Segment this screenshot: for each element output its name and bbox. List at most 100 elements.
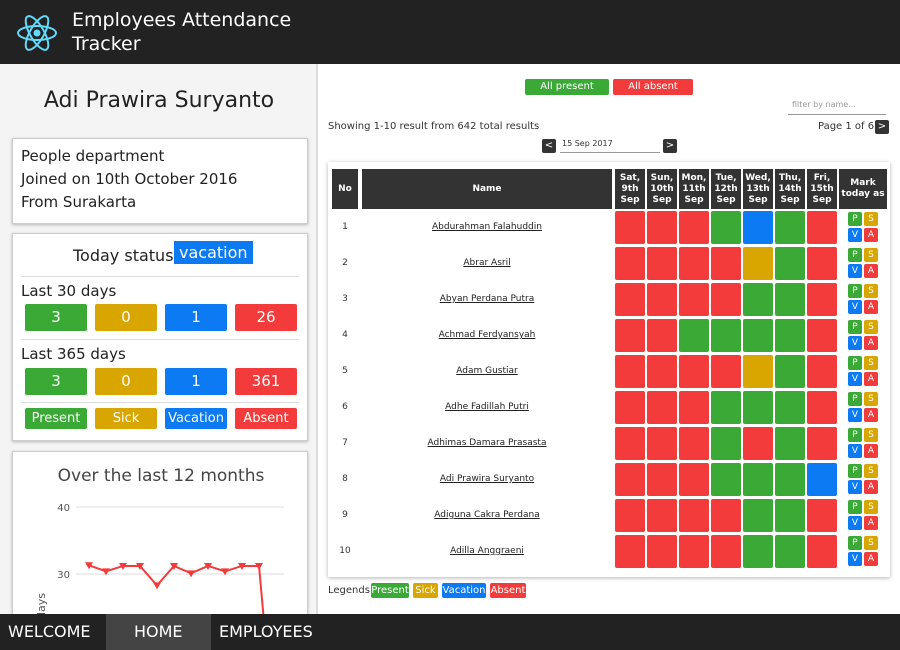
nav-item[interactable]: EMPLOYEES (219, 622, 313, 641)
mark-button[interactable]: P (848, 248, 862, 262)
mark-button[interactable]: P (848, 428, 862, 442)
legend-item: Sick (413, 583, 438, 598)
mark-button[interactable]: P (848, 464, 862, 478)
summary-label: Last 30 days (21, 282, 117, 300)
mark-button[interactable]: V (848, 444, 862, 458)
attendance-cell (711, 391, 741, 424)
date-input[interactable]: 15 Sep 2017 (560, 139, 660, 153)
mark-button[interactable]: A (864, 300, 878, 314)
mark-button[interactable]: S (864, 320, 878, 334)
nav-item[interactable]: WELCOME (8, 622, 91, 641)
attendance-cell (679, 463, 709, 496)
mark-button[interactable]: V (848, 372, 862, 386)
all-present-button[interactable]: All present today (525, 79, 609, 108)
mark-button[interactable]: A (864, 480, 878, 494)
mark-button[interactable]: S (864, 428, 878, 442)
mark-button[interactable]: P (848, 320, 862, 334)
next-page-button[interactable]: > (875, 120, 889, 134)
attendance-cell (807, 319, 837, 352)
mark-button[interactable]: P (848, 284, 862, 298)
mark-button[interactable]: V (848, 228, 862, 242)
attendance-cell (711, 463, 741, 496)
chart-card: Over the last 12 months 30 40 days (12, 451, 308, 614)
data-point (238, 562, 246, 570)
name-filter[interactable]: filter by name... (788, 100, 886, 115)
mark-button[interactable]: A (864, 444, 878, 458)
mark-button[interactable]: S (864, 464, 878, 478)
mark-button[interactable]: V (848, 516, 862, 530)
mark-button[interactable]: A (864, 372, 878, 386)
nav-item[interactable]: HOME (106, 614, 211, 650)
page-info: Page 1 of 65 (818, 121, 881, 132)
column-header: Sun, 10th Sep (647, 169, 677, 209)
attendance-cell (775, 463, 805, 496)
y-tick-label: 40 (57, 503, 70, 514)
employee-name[interactable]: Adi Prawira Suryanto (439, 474, 535, 484)
mark-button[interactable]: S (864, 392, 878, 406)
attendance-cell (807, 247, 837, 280)
legend-item: Absent (490, 583, 526, 598)
employee-name[interactable]: Adiguna Cakra Perdana (434, 510, 540, 520)
employee-name[interactable]: Achmad Ferdyansyah (438, 330, 536, 340)
attendance-cell (711, 319, 741, 352)
data-point (170, 562, 178, 570)
mark-button[interactable]: A (864, 228, 878, 242)
employee-name[interactable]: Adilla Anggraeni (450, 546, 524, 556)
mark-button[interactable]: A (864, 336, 878, 350)
attendance-cell (775, 211, 805, 244)
attendance-cell (647, 247, 677, 280)
mark-button[interactable]: P (848, 536, 862, 550)
attendance-cell (743, 355, 773, 388)
mark-button[interactable]: S (864, 284, 878, 298)
attendance-cell (679, 391, 709, 424)
employee-name[interactable]: Abrar Asril (463, 258, 511, 268)
column-header: Name (362, 169, 612, 209)
employee-name[interactable]: Adam Gustiar (456, 366, 518, 376)
mark-button[interactable]: S (864, 536, 878, 550)
mark-button[interactable]: P (848, 500, 862, 514)
mark-button[interactable]: V (848, 552, 862, 566)
mark-button[interactable]: A (864, 516, 878, 530)
summary-count: 3 (25, 368, 87, 395)
mark-button[interactable]: S (864, 356, 878, 370)
employee-name[interactable]: Adhe Fadillah Putri (445, 402, 529, 412)
mark-button[interactable]: P (848, 212, 862, 226)
mark-button[interactable]: V (848, 480, 862, 494)
attendance-cell (647, 319, 677, 352)
row-number: 5 (342, 366, 348, 376)
mark-button[interactable]: S (864, 248, 878, 262)
employee-name[interactable]: Adhimas Damara Prasasta (427, 438, 547, 448)
attendance-cell (647, 391, 677, 424)
row-number: 8 (342, 474, 348, 484)
attendance-table: No Name Sat, 9th Sep Sun, 10th Sep Mon, 11th… (328, 162, 890, 577)
prev-day-button[interactable]: < (542, 139, 556, 153)
attendance-cell (775, 319, 805, 352)
row-number: 9 (342, 510, 348, 520)
all-absent-button[interactable]: All absent today (613, 79, 693, 108)
attendance-cell (807, 499, 837, 532)
profile-detail: People department (21, 147, 165, 165)
mark-button[interactable]: V (848, 336, 862, 350)
mark-button[interactable]: S (864, 212, 878, 226)
mark-button[interactable]: V (848, 408, 862, 422)
mark-button[interactable]: P (848, 392, 862, 406)
employee-name[interactable]: Abyan Perdana Putra (439, 294, 535, 304)
attendance-cell (807, 391, 837, 424)
divider (21, 402, 299, 403)
employee-name[interactable]: Abdurahman Falahuddin (432, 222, 542, 232)
attendance-cell (743, 391, 773, 424)
attendance-cell (647, 463, 677, 496)
attendance-cell (615, 211, 645, 244)
mark-button[interactable]: P (848, 356, 862, 370)
summary-count: 0 (95, 304, 157, 331)
mark-button[interactable]: A (864, 552, 878, 566)
attendance-cell (743, 499, 773, 532)
mark-button[interactable]: V (848, 264, 862, 278)
attendance-cell (615, 535, 645, 568)
mark-button[interactable]: V (848, 300, 862, 314)
mark-button[interactable]: A (864, 264, 878, 278)
mark-button[interactable]: S (864, 500, 878, 514)
mark-button[interactable]: A (864, 408, 878, 422)
next-day-button[interactable]: > (663, 139, 677, 153)
